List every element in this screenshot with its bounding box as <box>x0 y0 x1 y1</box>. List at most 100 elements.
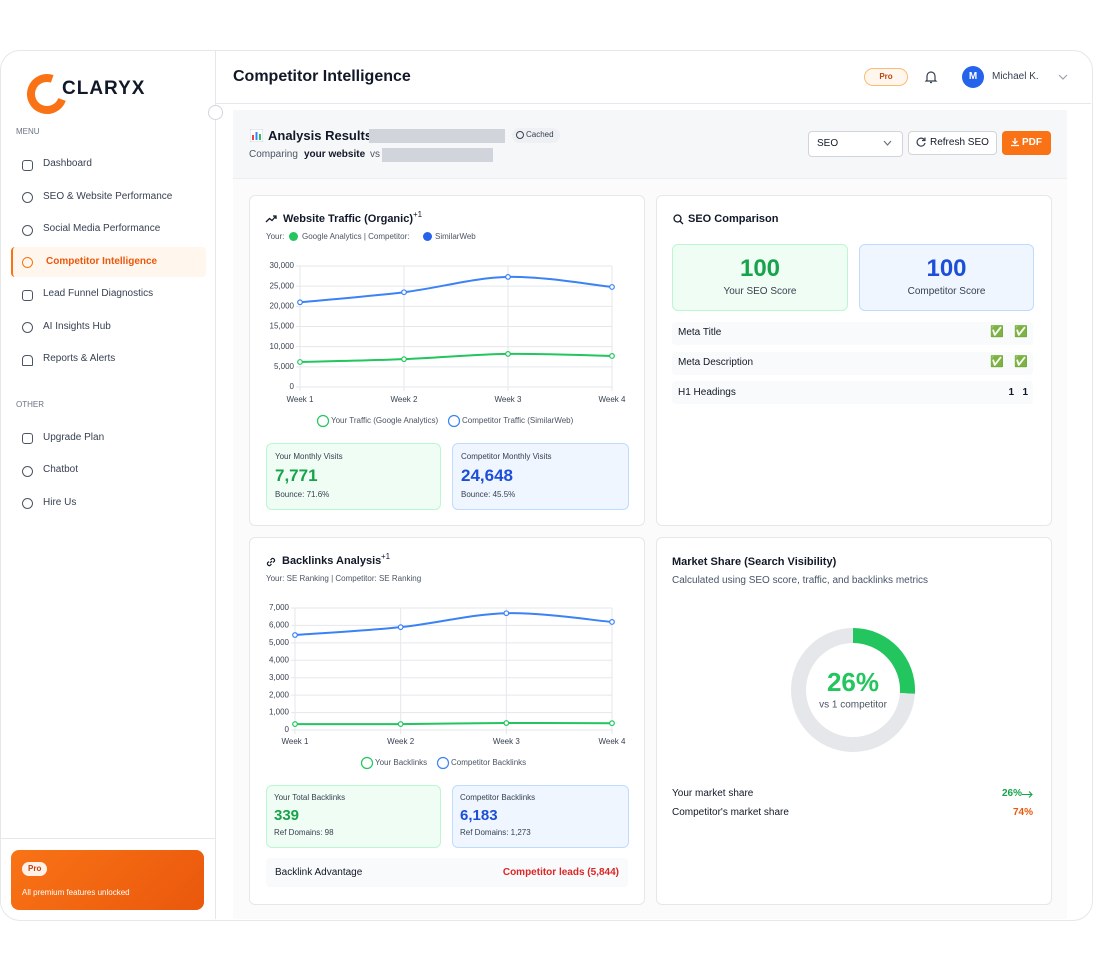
legend-label: Your Traffic (Google Analytics) <box>331 416 439 425</box>
nav-item[interactable]: Lead Funnel Diagnostics <box>43 288 154 299</box>
row-label: H1 Headings <box>678 387 736 398</box>
advantage-label: Backlink Advantage <box>275 867 363 878</box>
x-tick-label: Week 4 <box>599 737 627 746</box>
nav-item[interactable]: Reports & Alerts <box>43 353 116 364</box>
point <box>401 356 407 363</box>
badge: +1 <box>413 210 423 219</box>
icon <box>22 225 33 236</box>
stat-label: Competitor Backlinks <box>460 793 536 802</box>
icon <box>22 322 33 333</box>
source: Your: <box>266 232 285 241</box>
clock-icon <box>516 131 524 139</box>
redacted <box>369 129 505 143</box>
avatar[interactable]: M <box>962 66 984 88</box>
point <box>292 721 298 727</box>
active-item-bg <box>11 247 206 277</box>
nav-item[interactable]: SEO & Website Performance <box>43 191 173 202</box>
arrow-icon <box>1022 791 1033 798</box>
icon <box>22 498 33 509</box>
card-title: SEO Comparison <box>688 213 779 225</box>
row-label: Meta Description <box>678 357 754 368</box>
nav-item[interactable]: Chatbot <box>43 464 79 475</box>
logo-icon <box>27 74 67 114</box>
donut-segment <box>853 628 915 694</box>
y-tick-label: 30,000 <box>270 261 295 270</box>
point <box>609 619 615 625</box>
your-site: your website <box>304 149 366 160</box>
score-value: 100 <box>739 255 781 282</box>
point <box>503 610 510 617</box>
score-box <box>859 244 1034 311</box>
user-chevron[interactable] <box>1058 73 1068 81</box>
nav-item[interactable]: Upgrade Plan <box>43 432 105 443</box>
y-tick-label: 25,000 <box>270 281 295 290</box>
logo-text: CLARYX <box>62 78 146 99</box>
score-value: 100 <box>926 255 967 282</box>
stat-note: Ref Domains: 98 <box>274 828 334 837</box>
nav-item-active[interactable]: Competitor Intelligence <box>46 256 158 267</box>
collapse-button[interactable] <box>208 105 223 120</box>
y-tick-label: 6,000 <box>269 621 290 630</box>
sidebar-divider <box>1 838 215 839</box>
select-chevron[interactable] <box>883 140 892 147</box>
select-value[interactable]: SEO <box>817 138 839 149</box>
row-your: 1 <box>1008 387 1014 398</box>
pdf-button[interactable] <box>1002 131 1051 155</box>
nav-item[interactable]: Hire Us <box>43 497 77 508</box>
pro-badge: Pro <box>864 68 908 86</box>
point <box>609 284 615 290</box>
row-comp: 1 <box>1022 387 1028 398</box>
stat-label: Your Monthly Visits <box>275 452 343 461</box>
pro-badge: Pro <box>22 862 48 876</box>
sidebar-border <box>215 51 216 919</box>
donut-center-note: vs 1 competitor <box>819 700 887 711</box>
seo-row <box>672 381 1033 404</box>
seo-row <box>672 352 1033 375</box>
cached-text: Cached <box>526 130 554 139</box>
row-comp: ✅ <box>1014 326 1028 338</box>
nav-item[interactable]: Dashboard <box>43 158 92 169</box>
market-donut: 26% vs 1 competitor <box>791 628 915 752</box>
pdf-text[interactable]: PDF <box>1022 137 1042 148</box>
stat-value: 7,771 <box>275 466 318 485</box>
badge: +1 <box>381 552 391 561</box>
series-line <box>299 352 613 363</box>
point <box>297 299 303 306</box>
icon <box>22 160 33 171</box>
point <box>397 721 404 727</box>
icon <box>22 466 33 477</box>
legend-label: Competitor Traffic (SimilarWeb) <box>462 416 574 425</box>
menu-label: MENU <box>16 127 40 136</box>
card-title: Market Share (Search Visibility) <box>672 556 837 568</box>
legend-swatch <box>436 756 450 770</box>
nav-item[interactable]: AI Insights Hub <box>43 321 111 332</box>
source: Your: SE Ranking | Competitor: SE Rankin… <box>266 574 422 583</box>
bell-icon[interactable] <box>924 70 938 84</box>
stat-note: Ref Domains: 1,273 <box>460 828 531 837</box>
y-tick-label: 5,000 <box>269 638 290 647</box>
y-tick-label: 0 <box>290 382 295 391</box>
stat-box <box>266 785 441 848</box>
score-label: Competitor Score <box>907 286 986 297</box>
legend-label: Competitor's market share <box>672 807 789 818</box>
icon <box>22 433 33 444</box>
point <box>397 624 404 631</box>
y-tick-label: 20,000 <box>270 301 295 310</box>
row-label: Meta Title <box>678 327 722 338</box>
nav-item[interactable]: Social Media Performance <box>43 223 161 234</box>
x-tick-label: Week 4 <box>599 395 627 404</box>
refresh-button[interactable] <box>908 131 997 155</box>
card-subtitle: Calculated using SEO score, traffic, and… <box>672 575 929 586</box>
cached-badge <box>512 128 560 143</box>
legend-value: 26% <box>1001 788 1022 799</box>
user-name[interactable]: Michael K. <box>992 71 1039 82</box>
download-icon <box>1011 138 1019 147</box>
point <box>505 351 511 357</box>
x-tick-label: Week 3 <box>493 737 521 746</box>
link-icon <box>266 557 276 567</box>
refresh-text[interactable]: Refresh SEO <box>930 137 989 148</box>
y-tick-label: 7,000 <box>269 603 290 612</box>
legend-swatch <box>447 414 461 428</box>
comparing: Comparing <box>249 149 298 160</box>
header-border <box>216 103 1091 104</box>
